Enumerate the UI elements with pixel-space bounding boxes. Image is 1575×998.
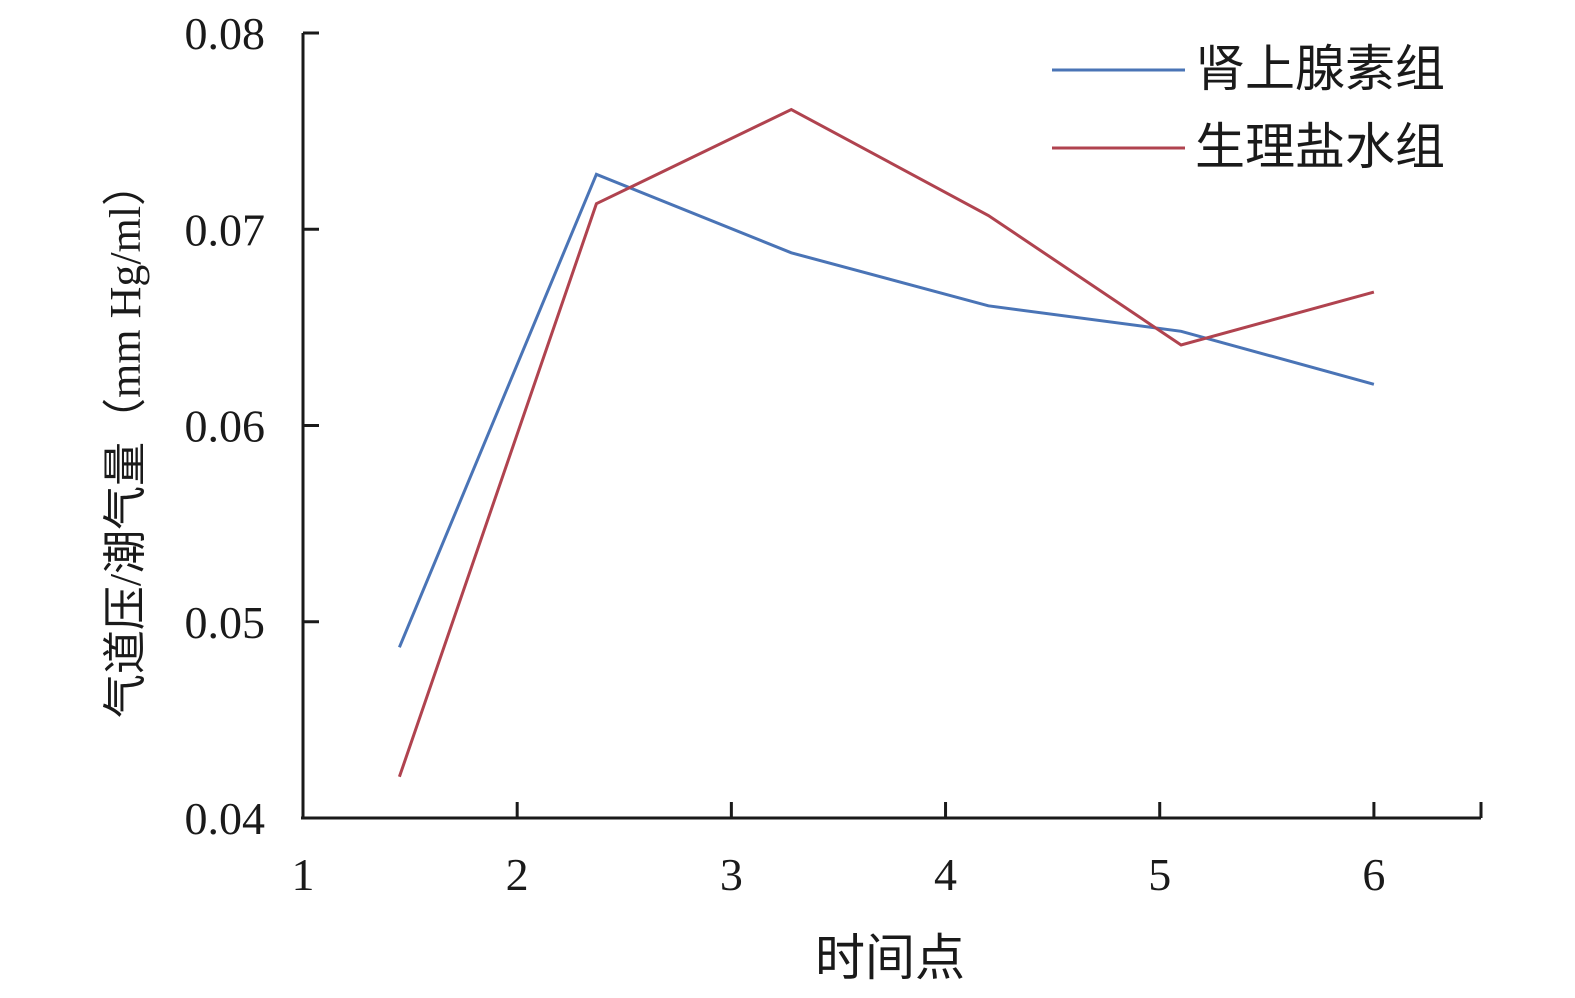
x-tick-label: 3 [720, 849, 743, 900]
y-tick-label: 0.05 [185, 597, 266, 648]
legend-label-2: 生理盐水组 [1195, 119, 1445, 175]
x-tick-label: 4 [934, 849, 957, 900]
legend-label-1: 肾上腺素组 [1195, 41, 1445, 97]
y-tick-label: 0.08 [185, 8, 266, 59]
y-tick-label: 0.06 [185, 401, 266, 452]
series-line-1 [398, 172, 1375, 648]
ticks [303, 31, 1483, 820]
x-tick-label: 5 [1148, 849, 1171, 900]
x-tick-label: 2 [506, 849, 529, 900]
y-tick-label: 0.04 [185, 793, 266, 844]
series-lines [397, 107, 1375, 778]
y-axis-label: 气道压/潮气量（mm Hg/ml） [101, 162, 150, 718]
series-line-2 [397, 107, 1375, 778]
x-tick-label: 1 [292, 849, 315, 900]
x-tick-label: 6 [1362, 849, 1385, 900]
x-axis-label: 时间点 [815, 930, 965, 986]
y-tick-label: 0.07 [185, 204, 266, 255]
tick-labels: 0.04 0.05 0.06 0.07 0.08 1 2 3 4 5 6 [185, 8, 1386, 900]
